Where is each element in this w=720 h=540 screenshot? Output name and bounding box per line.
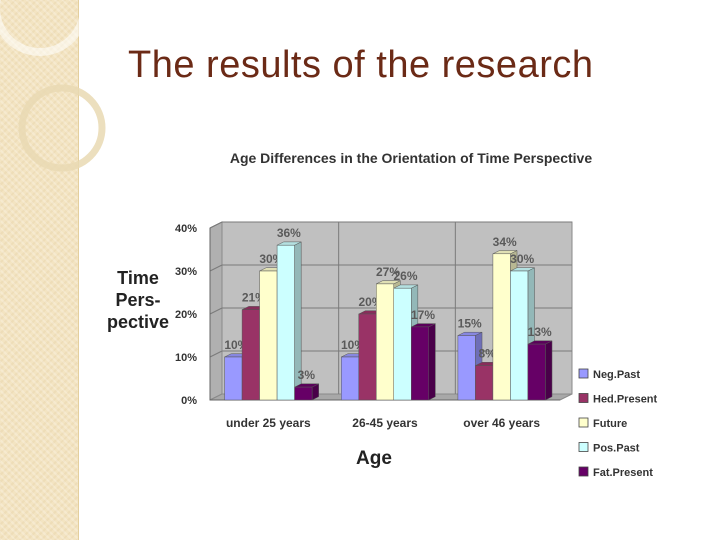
y-tick-label: 0% — [181, 395, 197, 407]
data-label: 36% — [277, 226, 301, 240]
bar — [457, 335, 476, 401]
legend-label: Fat.Present — [593, 467, 653, 479]
bar — [241, 309, 260, 401]
legend-label: Neg.Past — [593, 369, 640, 381]
bar — [224, 356, 243, 401]
data-label: 27% — [376, 265, 400, 279]
gridline-side — [209, 221, 223, 229]
legend-label: Pos.Past — [593, 443, 640, 455]
y-tick-label: 20% — [175, 309, 197, 321]
y-axis-title: Pers- — [115, 290, 160, 310]
legend-label: Future — [593, 418, 627, 430]
y-tick-label: 30% — [175, 266, 197, 278]
y-tick-label: 40% — [175, 223, 197, 235]
deco-circle-middle — [18, 84, 106, 172]
bar — [527, 343, 546, 401]
bar — [492, 253, 511, 401]
bar — [341, 356, 359, 401]
x-tick-label: over 46 years — [463, 416, 540, 430]
gridline-side — [209, 350, 223, 358]
slide-title: The results of the research — [128, 44, 594, 86]
y-tick-label: 10% — [175, 352, 197, 364]
data-label: 3% — [298, 368, 316, 382]
data-label: 8% — [478, 347, 496, 361]
bar — [358, 313, 377, 401]
data-label: 34% — [493, 235, 517, 249]
bar — [510, 270, 529, 401]
legend-swatch — [578, 368, 589, 379]
legend-swatch — [578, 442, 589, 452]
bar — [411, 326, 429, 401]
gridline-side — [209, 264, 223, 272]
bar — [475, 365, 494, 401]
y-axis-title: Time — [117, 268, 159, 288]
x-tick-label: under 25 years — [226, 416, 311, 430]
bar — [294, 386, 313, 401]
data-label: 13% — [528, 325, 552, 339]
data-label: 26% — [393, 269, 417, 283]
legend-swatch — [578, 393, 589, 403]
bar-side — [545, 340, 553, 401]
x-axis-title: Age — [356, 448, 392, 469]
bar — [393, 287, 412, 401]
bar — [276, 244, 295, 401]
data-label: 30% — [510, 252, 534, 266]
legend-label: Hed.Present — [593, 394, 658, 406]
legend-swatch — [578, 417, 589, 428]
gridline-side — [209, 307, 223, 315]
bar — [376, 283, 394, 401]
bar — [259, 270, 278, 401]
chart-title: Age Differences in the Orientation of Ti… — [230, 150, 592, 166]
data-label: 15% — [458, 317, 482, 331]
deco-circle-top — [0, 0, 88, 56]
bar-side — [428, 323, 436, 401]
data-label: 17% — [411, 308, 435, 322]
y-axis-title: pective — [107, 312, 169, 332]
decorative-circles — [0, 0, 106, 172]
x-tick-label: 26-45 years — [352, 416, 418, 430]
legend-swatch — [578, 466, 589, 477]
